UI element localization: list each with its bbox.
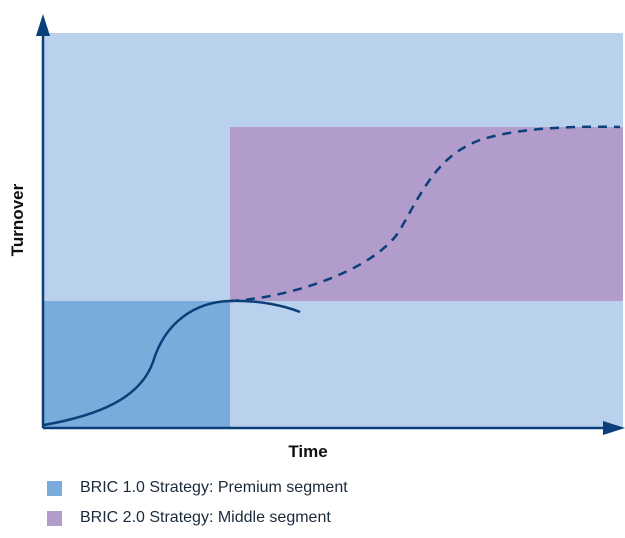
premium-segment-region [43, 301, 230, 428]
premium-swatch [47, 480, 62, 496]
bric1-growth-curve [43, 299, 301, 427]
legend-item-premium: BRIC 1.0 Strategy: Premium segment [47, 478, 348, 498]
x-axis-label: Time [288, 442, 327, 461]
y-axis-arrow-icon [36, 14, 50, 36]
bric2-projected-curve [229, 125, 621, 303]
middle-segment-region [230, 127, 623, 301]
middle-swatch [47, 510, 62, 526]
legend-label-middle: BRIC 2.0 Strategy: Middle segment [80, 509, 331, 526]
legend-label-premium: BRIC 1.0 Strategy: Premium segment [80, 479, 348, 496]
y-axis-label: Turnover [8, 183, 27, 256]
x-axis-arrow-icon [603, 421, 625, 435]
legend: BRIC 1.0 Strategy: Premium segment BRIC … [47, 478, 348, 538]
legend-item-middle: BRIC 2.0 Strategy: Middle segment [47, 508, 348, 528]
